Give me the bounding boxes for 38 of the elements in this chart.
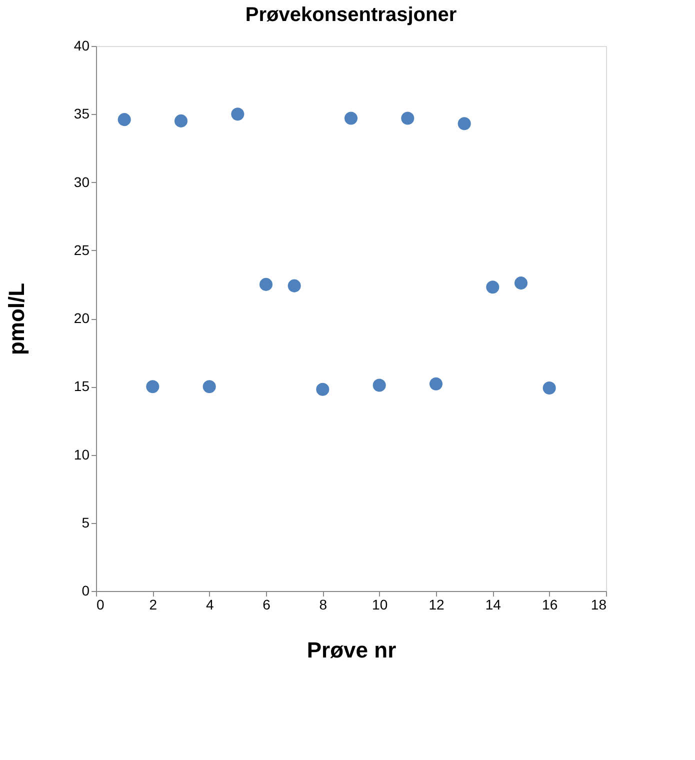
point — [372, 378, 386, 392]
y-tick-label: 25 — [74, 242, 90, 258]
y-tick-label: 10 — [74, 446, 90, 462]
point — [344, 112, 358, 125]
point — [458, 117, 471, 130]
y-tick-label: 30 — [74, 174, 90, 190]
chart-title: Prøvekonsentrasjoner — [245, 4, 457, 26]
x-tick-label: 14 — [485, 596, 502, 612]
x-tick-label: 16 — [542, 596, 558, 612]
point — [288, 279, 301, 292]
point — [542, 381, 556, 394]
point — [514, 276, 528, 290]
point — [146, 380, 160, 394]
x-tick-label: 12 — [428, 596, 444, 612]
x-axis-title: Prøve nr — [306, 638, 397, 662]
x-tick-label: 6 — [262, 596, 271, 612]
point — [259, 278, 273, 291]
x-tick-label: 4 — [206, 596, 214, 612]
y-tick-label: 40 — [74, 38, 90, 54]
x-tick-label: 8 — [319, 596, 328, 612]
y-tick-label: 20 — [74, 310, 90, 326]
y-tick-label: 0 — [82, 582, 90, 598]
point — [202, 380, 216, 394]
y-tick-label: 35 — [74, 106, 90, 122]
point — [429, 377, 443, 390]
y-tick-label: 15 — [74, 378, 90, 394]
point — [401, 112, 414, 125]
point — [174, 114, 188, 128]
y-tick-label: 5 — [82, 514, 90, 530]
point — [231, 108, 244, 121]
point — [118, 113, 131, 126]
y-axis-title: pmol/L — [4, 282, 29, 356]
x-tick-label: 2 — [149, 596, 158, 612]
x-tick-label: 18 — [590, 596, 607, 612]
x-tick-label: 10 — [372, 596, 388, 612]
x-tick-label: 0 — [96, 596, 104, 612]
point — [316, 382, 330, 396]
point — [486, 280, 500, 294]
